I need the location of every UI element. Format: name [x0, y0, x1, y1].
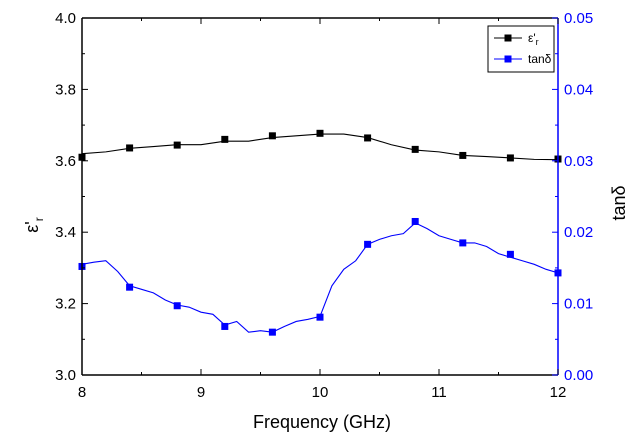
y-right-tick-label-2: 0.02 [564, 224, 593, 241]
y-right-tick-label-4: 0.04 [564, 81, 593, 98]
y-left-tick-label-1: 3.2 [55, 296, 76, 313]
svg-text:tanδ: tanδ [609, 185, 629, 220]
series-layer [78, 129, 562, 336]
series-marker-0-3 [221, 135, 229, 143]
series-marker-0-6 [364, 134, 372, 142]
legend-label-permittivity: ε'r [528, 31, 539, 47]
series-marker-0-7 [411, 145, 419, 153]
x-tick-label-0: 8 [78, 384, 86, 401]
series-marker-0-4 [268, 132, 276, 140]
series-marker-1-6 [364, 240, 372, 248]
x-tick-label-1: 9 [197, 384, 205, 401]
legend-marker-loss [504, 55, 512, 63]
x-tick-label-3: 11 [431, 384, 447, 401]
legend-label-loss: tanδ [528, 52, 552, 66]
series-marker-1-8 [459, 239, 467, 247]
series-marker-1-4 [268, 328, 276, 336]
y-right-tick-label-0: 0.00 [564, 367, 593, 384]
series-marker-0-8 [459, 151, 467, 159]
series-marker-0-9 [506, 154, 514, 162]
series-marker-0-2 [173, 141, 181, 149]
series-marker-1-2 [173, 302, 181, 310]
series-marker-1-1 [126, 283, 134, 291]
y-axis-left-title: ε'r [22, 217, 46, 232]
legend: ε'r tanδ [487, 25, 555, 73]
y-right-tick-label-3: 0.03 [564, 153, 593, 170]
legend-label-permittivity-sub: r [536, 37, 539, 47]
y-axis-right-title: tanδ [609, 185, 629, 220]
x-tick-label-4: 12 [550, 384, 567, 401]
y-right-tick-label-5: 0.05 [564, 10, 593, 27]
svg-text:ε'r: ε'r [22, 217, 46, 232]
axes-layer: 8 9 10 11 12 3.0 3.2 3.4 3.6 3.8 4.0 0.00 0.01 0.02 0.… [55, 10, 593, 401]
y-left-tick-label-0: 3.0 [55, 367, 76, 384]
y-left-tick-label-5: 4.0 [55, 10, 76, 27]
y-axis-left-title-main: ε' [22, 221, 42, 232]
y-left-tick-label-3: 3.6 [55, 153, 76, 170]
y-right-tick-label-1: 0.01 [564, 296, 593, 313]
series-marker-1-3 [221, 322, 229, 330]
series-marker-1-9 [506, 250, 514, 258]
y-left-tick-label-2: 3.4 [55, 224, 76, 241]
legend-label-permittivity-main: ε' [528, 31, 536, 45]
legend-marker-permittivity [504, 34, 512, 42]
y-axis-left-title-sub: r [32, 217, 46, 221]
legend-box [487, 25, 555, 73]
x-axis-title: Frequency (GHz) [253, 412, 391, 432]
y-left-tick-label-4: 3.8 [55, 81, 76, 98]
series-marker-0-5 [316, 129, 324, 137]
series-marker-1-7 [411, 217, 419, 225]
series-marker-0-1 [126, 144, 134, 152]
x-tick-label-2: 10 [312, 384, 329, 401]
series-marker-1-5 [316, 313, 324, 321]
